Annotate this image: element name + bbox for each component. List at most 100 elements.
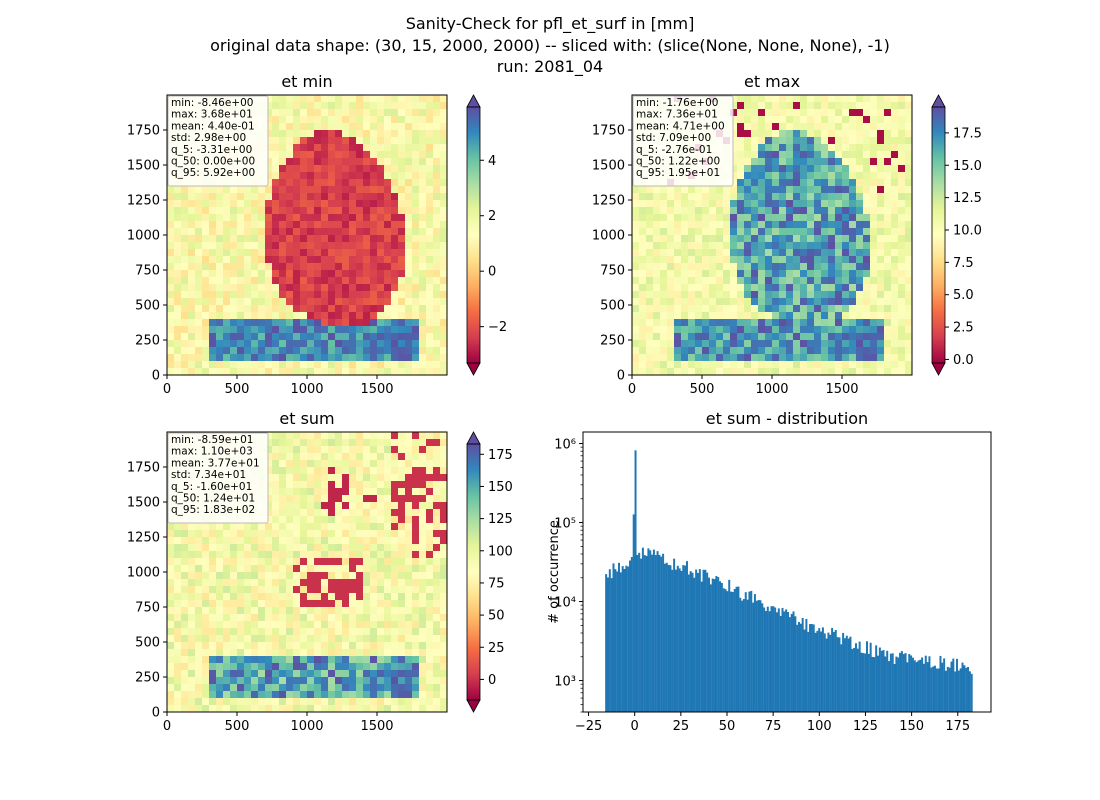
et-min-heatmap-cell — [307, 179, 315, 187]
et-sum-heatmap-cell — [328, 544, 336, 552]
et-max-heatmap-cell — [870, 95, 878, 103]
et-min-heatmap-cell — [244, 214, 252, 222]
et-sum-heatmap-cell — [272, 684, 280, 692]
et-min-heatmap-cell — [265, 305, 273, 313]
et-sum-heatmap-cell — [405, 551, 413, 559]
et-max-heatmap-cell — [730, 137, 738, 145]
et-min-heatmap-cell — [391, 123, 399, 131]
et-sum-heatmap-cell — [230, 663, 238, 671]
et-sum-heatmap-cell — [349, 621, 357, 629]
et-max-heatmap-cell — [702, 186, 710, 194]
et-max-heatmap-cell — [884, 340, 892, 348]
et-sum-heatmap-cell — [265, 558, 273, 566]
et-min-colorbar — [467, 107, 480, 363]
et-max-heatmap-cell — [877, 228, 885, 236]
et-max-heatmap-cell — [884, 368, 892, 376]
et-max-heatmap-cell — [905, 249, 913, 257]
et-max-heatmap-cell — [863, 200, 871, 208]
et-sum-heatmap-cell — [258, 558, 266, 566]
et-sum-heatmap-cell — [209, 523, 217, 531]
et-sum-heatmap-cell — [279, 614, 287, 622]
et-max-heatmap-cell — [765, 354, 773, 362]
et-max-heatmap-cell — [807, 368, 815, 376]
et-sum-heatmap-cell — [349, 614, 357, 622]
et-max-heatmap-cell — [772, 95, 780, 103]
et-sum-heatmap-cell — [265, 516, 273, 524]
et-min-heatmap-cell — [293, 368, 301, 376]
et-min-heatmap-cell — [314, 347, 322, 355]
et-sum-heatmap-cell — [391, 593, 399, 601]
et-max-heatmap-cell — [870, 361, 878, 369]
et-max-heatmap-cell — [660, 214, 668, 222]
et-max-heatmap-cell — [695, 256, 703, 264]
et-sum-heatmap-cell — [195, 705, 203, 713]
et-max-heatmap-cell — [793, 144, 801, 152]
et-min-heatmap-cell — [265, 165, 273, 173]
et-max-colorbar-tick-label: 17.5 — [953, 126, 982, 141]
et-max-heatmap-cell — [891, 186, 899, 194]
et-sum-y-tick-label: 0 — [152, 706, 160, 721]
et-max-heatmap-cell — [674, 235, 682, 243]
et-sum-heatmap-cell — [433, 460, 441, 468]
et-max-heatmap-cell — [835, 256, 843, 264]
et-min-heatmap-cell — [377, 277, 385, 285]
et-min-heatmap-cell — [398, 123, 406, 131]
et-max-heatmap-cell — [800, 326, 808, 334]
et-min-heatmap-cell — [300, 144, 308, 152]
et-min-heatmap-cell — [188, 207, 196, 215]
et-sum-heatmap-cell — [265, 432, 273, 440]
et-max-heatmap-cell — [709, 326, 717, 334]
et-min-heatmap-cell — [440, 221, 448, 229]
et-min-heatmap-cell — [370, 312, 378, 320]
et-min-heatmap-cell — [286, 214, 294, 222]
et-min-heatmap-cell — [307, 200, 315, 208]
et-sum-heatmap-cell — [272, 509, 280, 517]
et-min-heatmap-cell — [405, 291, 413, 299]
et-max-heatmap-cell — [639, 326, 647, 334]
et-min-heatmap-cell — [433, 179, 441, 187]
et-sum-heatmap-cell — [412, 593, 420, 601]
et-sum-heatmap-cell — [181, 537, 189, 545]
et-sum-heatmap-cell — [391, 649, 399, 657]
et-max-heatmap-cell — [898, 228, 906, 236]
et-max-heatmap-cell — [667, 214, 675, 222]
et-sum-heatmap-cell — [405, 446, 413, 454]
et-max-heatmap-cell — [674, 368, 682, 376]
et-sum-heatmap-cell — [335, 635, 343, 643]
et-min-heatmap-cell — [384, 151, 392, 159]
et-max-heatmap-cell — [898, 109, 906, 117]
et-sum-heatmap-cell — [300, 565, 308, 573]
et-min-heatmap-cell — [216, 277, 224, 285]
et-sum-heatmap-cell — [314, 509, 322, 517]
et-min-y-tick-label: 1750 — [127, 124, 160, 139]
et-min-heatmap-cell — [293, 326, 301, 334]
et-min-heatmap-cell — [174, 200, 182, 208]
et-min-heatmap-cell — [174, 326, 182, 334]
et-max-heatmap-cell — [807, 137, 815, 145]
et-max-heatmap-cell — [793, 333, 801, 341]
et-min-heatmap-cell — [342, 298, 350, 306]
et-min-heatmap-cell — [195, 256, 203, 264]
et-min-heatmap-cell — [188, 284, 196, 292]
et-max-heatmap-cell — [765, 277, 773, 285]
et-sum-heatmap-cell — [440, 439, 448, 447]
et-sum-heatmap-cell — [363, 663, 371, 671]
et-max-colorbar — [932, 107, 945, 363]
et-max-heatmap-cell — [751, 319, 759, 327]
et-sum-heatmap-cell — [405, 460, 413, 468]
et-max-heatmap-cell — [905, 172, 913, 180]
et-sum-heatmap-cell — [405, 663, 413, 671]
et-sum-heatmap-cell — [356, 446, 364, 454]
et-min-heatmap-cell — [370, 214, 378, 222]
et-min-heatmap-cell — [307, 193, 315, 201]
et-sum-heatmap-cell — [370, 593, 378, 601]
et-sum-y-tick-label: 500 — [135, 636, 160, 651]
et-max-heatmap-cell — [849, 347, 857, 355]
et-max-heatmap-cell — [646, 368, 654, 376]
et-min-y-tick-label: 1250 — [127, 194, 160, 209]
et-sum-heatmap-cell — [167, 593, 175, 601]
et-sum-heatmap-cell — [237, 579, 245, 587]
et-min-heatmap-cell — [440, 305, 448, 313]
et-sum-heatmap-cell — [363, 460, 371, 468]
et-min-heatmap-cell — [181, 193, 189, 201]
